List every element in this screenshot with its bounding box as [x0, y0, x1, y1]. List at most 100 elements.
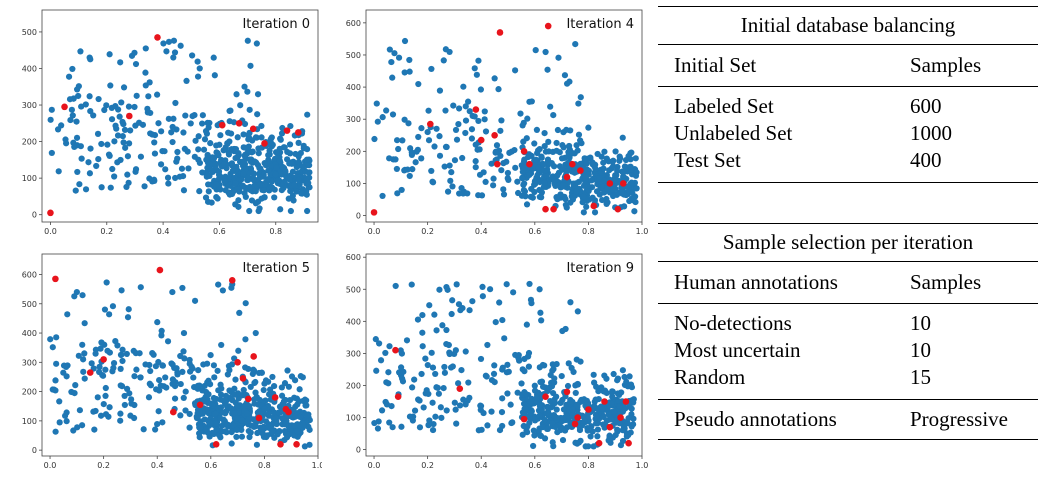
unlabeled-point — [180, 329, 188, 337]
unlabeled-point — [196, 382, 203, 389]
unlabeled-point — [215, 281, 222, 288]
selected-point — [619, 180, 627, 187]
selected-point — [590, 202, 598, 210]
unlabeled-point — [210, 54, 217, 61]
unlabeled-point — [536, 286, 543, 293]
table-cell: Labeled Set — [674, 94, 774, 118]
unlabeled-point — [491, 75, 498, 82]
unlabeled-point — [527, 398, 534, 405]
unlabeled-point — [609, 192, 617, 200]
unlabeled-point — [118, 287, 125, 294]
unlabeled-point — [601, 388, 608, 395]
unlabeled-point — [532, 47, 539, 54]
unlabeled-point — [616, 419, 623, 426]
x-tick-label: 0.6 — [528, 227, 541, 236]
unlabeled-point — [394, 190, 401, 197]
selected-point — [126, 112, 133, 120]
unlabeled-point — [613, 177, 620, 184]
unlabeled-point — [588, 177, 595, 184]
unlabeled-point — [250, 175, 257, 182]
unlabeled-point — [451, 350, 458, 358]
unlabeled-point — [236, 309, 243, 316]
unlabeled-point — [291, 432, 298, 439]
unlabeled-point — [510, 289, 517, 296]
unlabeled-point — [583, 203, 590, 210]
unlabeled-point — [488, 408, 495, 415]
y-tick-label: 100 — [22, 417, 37, 426]
table-rule — [658, 44, 1038, 45]
unlabeled-point — [220, 147, 227, 154]
unlabeled-point — [575, 178, 583, 185]
unlabeled-point — [82, 101, 89, 108]
scatter-plot-iteration-5: 0.0 0.2 0.4 0.6 0.8 1.0 0 100 200 300 400 500 600 Ite… — [22, 253, 322, 470]
unlabeled-point — [73, 134, 81, 141]
unlabeled-point — [126, 140, 133, 147]
y-tick-label: 300 — [346, 115, 361, 124]
unlabeled-point — [244, 37, 251, 44]
unlabeled-point — [431, 311, 438, 318]
unlabeled-point — [271, 434, 278, 441]
unlabeled-point — [573, 356, 580, 363]
unlabeled-point — [475, 117, 482, 125]
unlabeled-point — [90, 112, 97, 119]
unlabeled-point — [191, 297, 199, 304]
unlabeled-point — [492, 318, 499, 326]
unlabeled-point — [541, 143, 548, 150]
unlabeled-point — [386, 343, 393, 350]
unlabeled-point — [594, 150, 601, 158]
unlabeled-point — [182, 407, 189, 414]
unlabeled-point — [620, 169, 627, 176]
unlabeled-point — [501, 335, 508, 342]
unlabeled-point — [482, 178, 489, 186]
unlabeled-point — [226, 367, 233, 374]
unlabeled-point — [130, 414, 138, 422]
unlabeled-point — [619, 427, 626, 434]
unlabeled-point — [267, 386, 274, 393]
unlabeled-point — [573, 142, 580, 149]
unlabeled-point — [191, 153, 198, 160]
unlabeled-point — [135, 119, 143, 126]
unlabeled-point — [55, 168, 62, 175]
unlabeled-point — [532, 156, 540, 163]
unlabeled-point — [429, 364, 437, 371]
unlabeled-point — [621, 373, 628, 381]
unlabeled-point — [218, 341, 225, 349]
unlabeled-point — [584, 427, 591, 434]
unlabeled-point — [157, 161, 165, 168]
unlabeled-point — [471, 65, 478, 72]
unlabeled-point — [268, 184, 275, 191]
unlabeled-point — [76, 407, 83, 414]
selected-point — [606, 180, 614, 187]
table-cell: 10 — [910, 338, 931, 362]
unlabeled-point — [415, 133, 422, 141]
unlabeled-point — [75, 92, 82, 100]
unlabeled-point — [392, 156, 399, 163]
unlabeled-point — [56, 419, 63, 426]
unlabeled-point — [608, 389, 616, 396]
unlabeled-point — [204, 198, 212, 205]
unlabeled-point — [296, 422, 303, 429]
unlabeled-point — [590, 443, 597, 450]
table-row: Test Set 400 — [658, 147, 1038, 174]
unlabeled-point — [152, 363, 160, 370]
unlabeled-point — [628, 179, 635, 186]
unlabeled-point — [561, 427, 569, 434]
unlabeled-point — [633, 185, 640, 192]
unlabeled-point — [531, 188, 538, 196]
unlabeled-points — [47, 279, 313, 450]
unlabeled-point — [304, 207, 311, 215]
unlabeled-point — [401, 116, 408, 123]
unlabeled-point — [186, 356, 193, 364]
unlabeled-point — [196, 409, 203, 416]
unlabeled-point — [445, 341, 452, 349]
unlabeled-point — [446, 162, 453, 169]
unlabeled-point — [493, 142, 501, 149]
unlabeled-point — [271, 194, 278, 201]
unlabeled-point — [376, 340, 383, 347]
unlabeled-point — [265, 378, 272, 385]
unlabeled-point — [305, 169, 312, 176]
unlabeled-point — [121, 126, 129, 133]
unlabeled-point — [241, 152, 248, 159]
unlabeled-point — [462, 103, 469, 110]
x-tick-label: 0.4 — [475, 227, 488, 236]
